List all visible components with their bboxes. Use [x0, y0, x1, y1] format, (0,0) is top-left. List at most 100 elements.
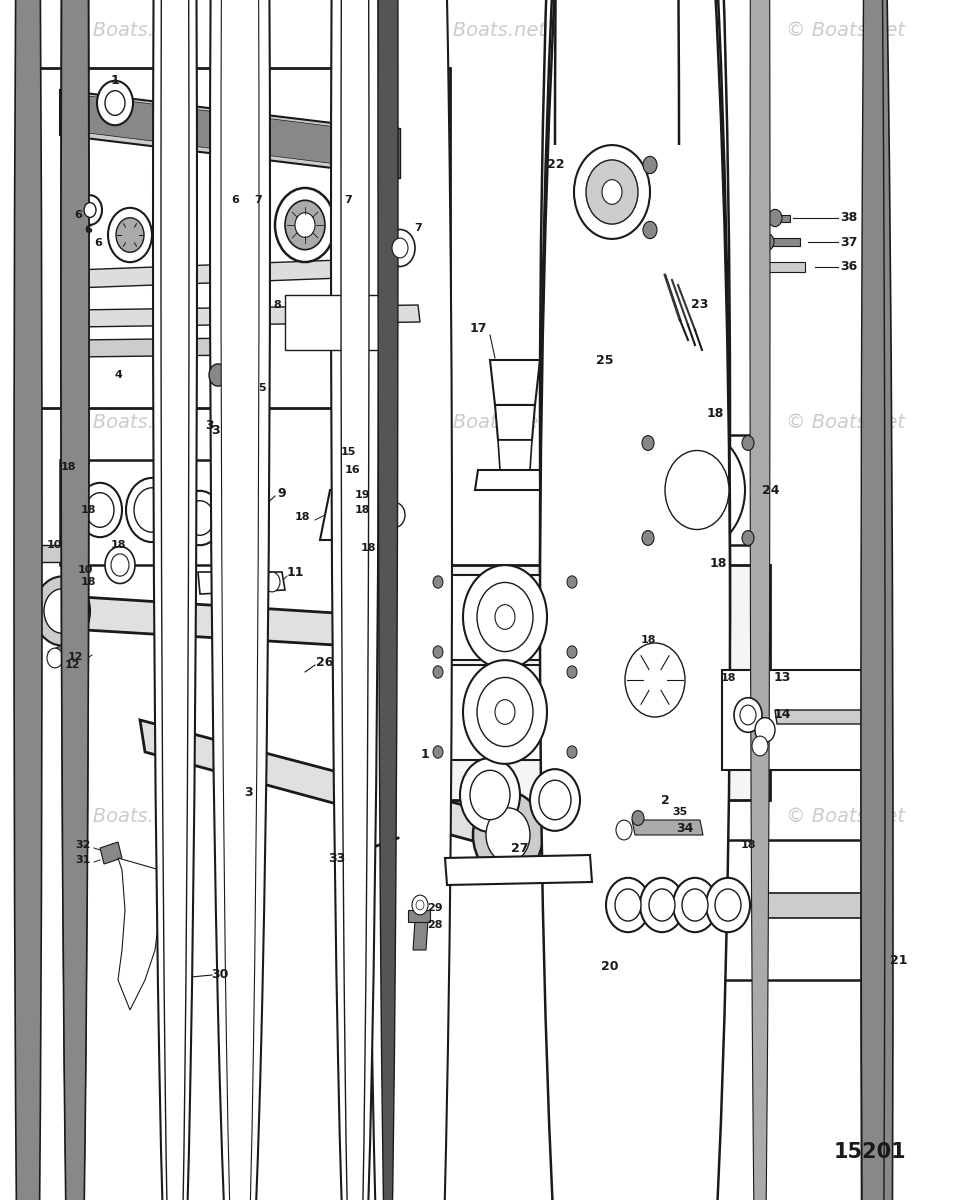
Circle shape: [392, 238, 408, 258]
Polygon shape: [75, 338, 242, 358]
Text: 13: 13: [774, 672, 790, 684]
Polygon shape: [498, 440, 532, 470]
Text: 18: 18: [710, 557, 727, 570]
Text: 14: 14: [774, 708, 791, 721]
Ellipse shape: [61, 0, 89, 1200]
Text: 25: 25: [596, 354, 613, 366]
Circle shape: [665, 450, 729, 529]
Circle shape: [470, 770, 510, 820]
Circle shape: [530, 769, 580, 830]
Text: 32: 32: [75, 840, 90, 850]
Circle shape: [433, 646, 443, 658]
Polygon shape: [600, 840, 888, 980]
Text: 10: 10: [47, 540, 62, 550]
Text: © Boats.net: © Boats.net: [786, 413, 905, 432]
Text: 1: 1: [421, 749, 430, 762]
Polygon shape: [775, 710, 872, 724]
Circle shape: [134, 487, 170, 533]
Polygon shape: [420, 565, 770, 800]
Circle shape: [275, 188, 335, 262]
Circle shape: [715, 889, 741, 922]
Circle shape: [682, 889, 708, 922]
Circle shape: [385, 229, 415, 266]
Circle shape: [567, 746, 577, 758]
Circle shape: [460, 758, 520, 832]
Polygon shape: [722, 670, 882, 770]
Circle shape: [734, 697, 762, 732]
Polygon shape: [198, 572, 285, 594]
Polygon shape: [220, 365, 268, 383]
Text: 36: 36: [840, 260, 857, 274]
Circle shape: [640, 878, 684, 932]
Ellipse shape: [368, 0, 452, 1200]
Text: 3: 3: [244, 786, 253, 798]
Polygon shape: [75, 260, 342, 288]
Ellipse shape: [210, 0, 270, 1200]
Circle shape: [613, 628, 697, 732]
Circle shape: [567, 576, 577, 588]
Circle shape: [44, 589, 80, 634]
Text: 17: 17: [469, 322, 487, 335]
Polygon shape: [475, 470, 555, 490]
Text: 9: 9: [278, 486, 287, 499]
Circle shape: [477, 582, 533, 652]
Text: 4: 4: [114, 370, 122, 380]
Circle shape: [752, 736, 768, 756]
Circle shape: [740, 706, 756, 725]
Polygon shape: [48, 646, 68, 665]
Text: 31: 31: [75, 854, 90, 865]
Text: 38: 38: [840, 210, 857, 223]
Text: 7: 7: [254, 194, 261, 205]
Circle shape: [642, 530, 654, 546]
Circle shape: [186, 500, 214, 535]
Polygon shape: [752, 893, 875, 918]
Ellipse shape: [750, 0, 770, 1200]
Text: 18: 18: [720, 673, 736, 683]
Text: © Boats.net: © Boats.net: [67, 806, 186, 826]
Polygon shape: [430, 575, 580, 660]
Circle shape: [126, 478, 178, 542]
Circle shape: [433, 576, 443, 588]
Text: 18: 18: [110, 540, 125, 550]
Circle shape: [606, 878, 650, 932]
Circle shape: [385, 503, 405, 527]
Circle shape: [463, 565, 547, 668]
Text: 28: 28: [428, 920, 443, 930]
Polygon shape: [430, 665, 580, 760]
Circle shape: [233, 565, 257, 595]
Circle shape: [643, 156, 657, 174]
Text: © Boats.net: © Boats.net: [427, 20, 545, 40]
Circle shape: [116, 217, 144, 252]
Text: © Boats.net: © Boats.net: [67, 20, 186, 40]
Circle shape: [486, 808, 530, 862]
Text: © Boats.net: © Boats.net: [32, 338, 133, 358]
Circle shape: [866, 946, 890, 974]
Text: 18: 18: [361, 542, 376, 553]
Text: 18: 18: [60, 462, 76, 472]
Text: 22: 22: [547, 158, 565, 172]
Polygon shape: [80, 95, 385, 170]
Ellipse shape: [153, 0, 197, 1200]
Polygon shape: [495, 404, 535, 440]
Circle shape: [615, 889, 641, 922]
Text: 29: 29: [427, 904, 443, 913]
Text: 23: 23: [691, 299, 709, 312]
Ellipse shape: [341, 0, 369, 1200]
Circle shape: [105, 546, 135, 583]
Circle shape: [264, 572, 280, 592]
Circle shape: [108, 208, 152, 262]
Text: 15: 15: [340, 446, 356, 457]
Text: 18: 18: [707, 407, 724, 420]
Text: 26: 26: [316, 655, 333, 668]
Circle shape: [433, 666, 443, 678]
Circle shape: [47, 648, 63, 668]
Text: 3: 3: [211, 424, 220, 437]
Circle shape: [473, 792, 543, 878]
Text: 18: 18: [354, 505, 369, 515]
Text: 12: 12: [67, 652, 83, 662]
Circle shape: [742, 436, 754, 450]
Polygon shape: [555, 145, 680, 275]
Circle shape: [616, 820, 632, 840]
Ellipse shape: [540, 0, 730, 1200]
Bar: [408, 910, 430, 922]
